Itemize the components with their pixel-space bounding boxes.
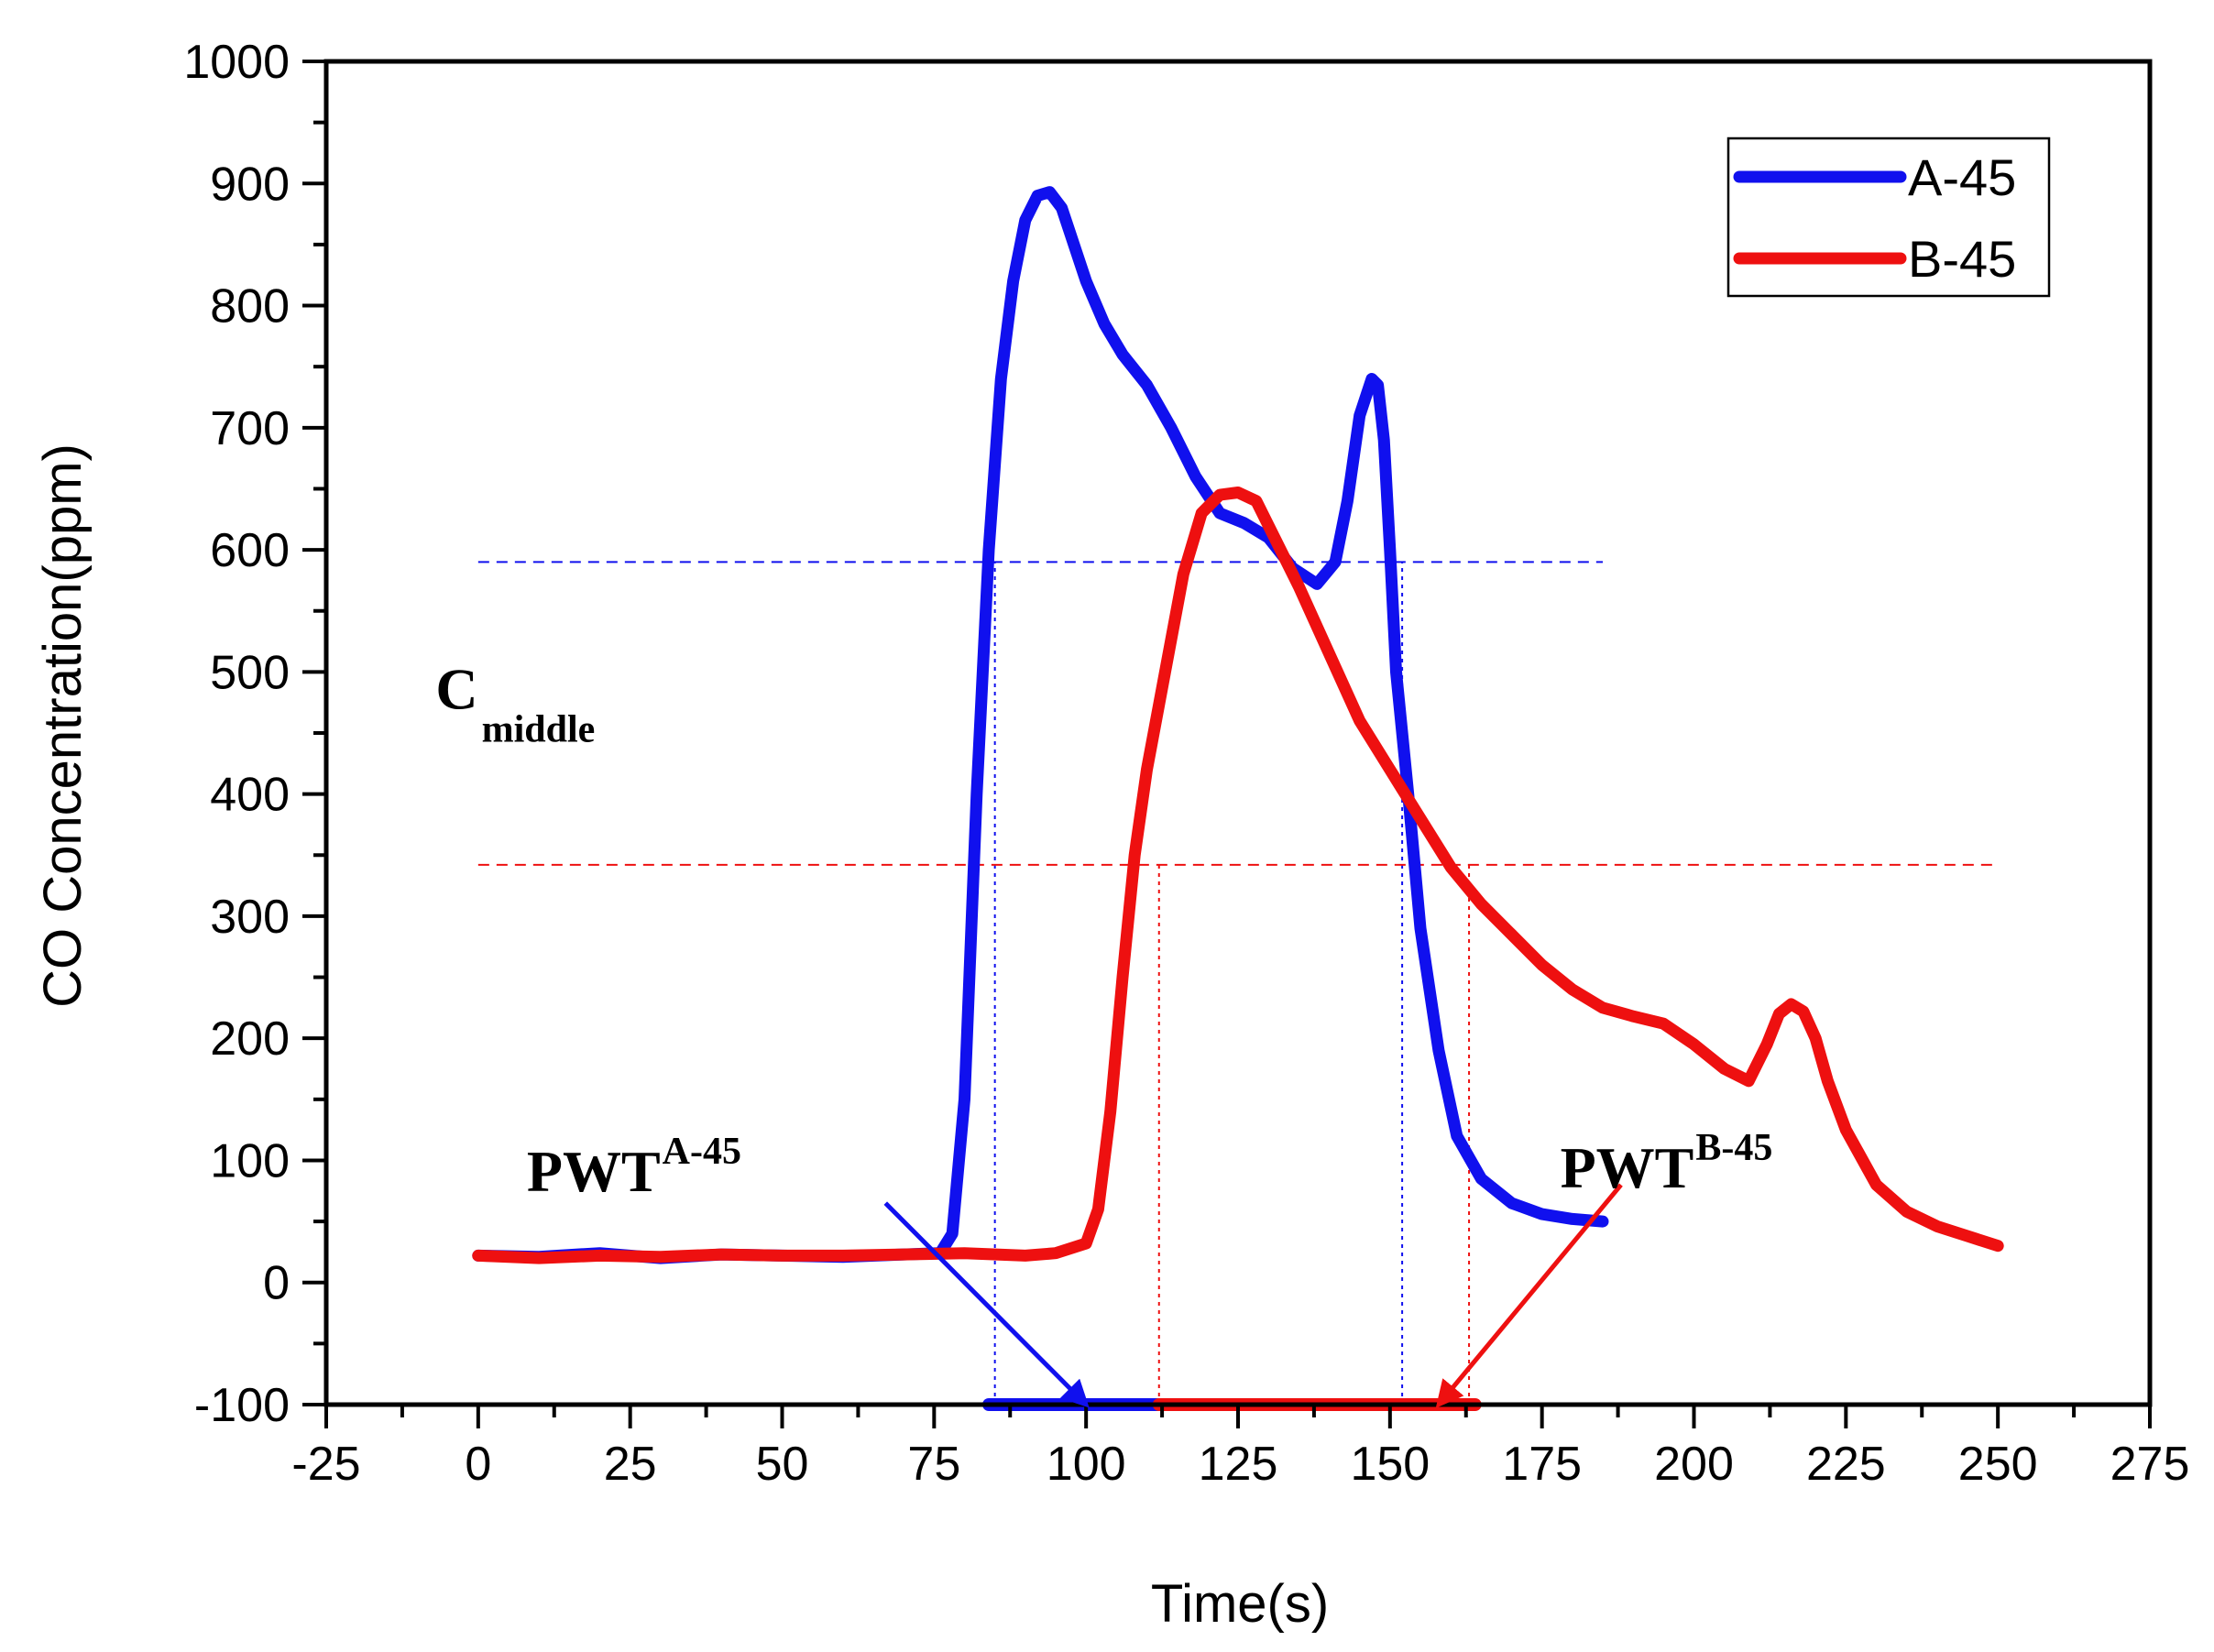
x-tick-label: 200 — [1654, 1438, 1734, 1491]
reference-lines — [477, 561, 1999, 1405]
x-tick-label: -25 — [291, 1438, 360, 1491]
y-tick-label: -100 — [194, 1379, 290, 1432]
series-line-a-45 — [472, 186, 1609, 1264]
x-tick-label: 150 — [1350, 1438, 1430, 1491]
x-tick-label: 75 — [907, 1438, 960, 1491]
x-tick-label: 250 — [1958, 1438, 2038, 1491]
y-tick-label: 100 — [210, 1134, 290, 1187]
x-axis-title: Time(s) — [1151, 1574, 1329, 1634]
x-tick-label: 50 — [756, 1438, 809, 1491]
x-tick-label: 0 — [465, 1438, 491, 1491]
y-tick-label: 600 — [210, 524, 290, 577]
x-tick-label: 25 — [604, 1438, 657, 1491]
pwt-arrow-pwt_b — [1435, 1183, 1623, 1408]
legend-box — [1726, 137, 2051, 298]
y-tick-label: 500 — [210, 646, 290, 699]
annotations: Cmiddle PWTA-45 PWTB-45 — [435, 656, 1773, 1408]
y-tick-label: 300 — [210, 891, 290, 944]
legend-label-a-45: A-45 — [1908, 148, 2016, 206]
y-tick-label: 900 — [210, 158, 290, 211]
series-lines — [472, 186, 2004, 1264]
pwt-arrow-pwt_a — [883, 1201, 1090, 1408]
legend: A-45 B-45 — [1726, 137, 2051, 298]
ticks: -25 0 25 50 75 100 125 150 175 200 225 250 275 -100 0 1… — [183, 36, 2189, 1491]
y-tick-label: 1000 — [183, 36, 290, 89]
x-tick-label: 175 — [1502, 1438, 1582, 1491]
y-tick-label: 800 — [210, 280, 290, 334]
y-tick-label: 400 — [210, 769, 290, 822]
x-tick-label: 125 — [1199, 1438, 1278, 1491]
x-tick-label: 225 — [1806, 1438, 1886, 1491]
annotation-cmiddle: Cmiddle — [435, 656, 595, 750]
y-tick-label: 200 — [210, 1012, 290, 1066]
x-tick-label: 100 — [1047, 1438, 1126, 1491]
series-line-b-45 — [472, 487, 2004, 1264]
annotation-pwt_b: PWTB-45 — [1561, 1127, 1773, 1200]
legend-label-b-45: B-45 — [1908, 230, 2016, 288]
x-tick-label: 275 — [2110, 1438, 2190, 1491]
y-axis-title: CO Concentration(ppm) — [33, 443, 93, 1008]
annotation-pwt_a: PWTA-45 — [527, 1131, 741, 1204]
y-tick-label: 700 — [210, 402, 290, 455]
y-tick-label: 0 — [263, 1257, 290, 1310]
